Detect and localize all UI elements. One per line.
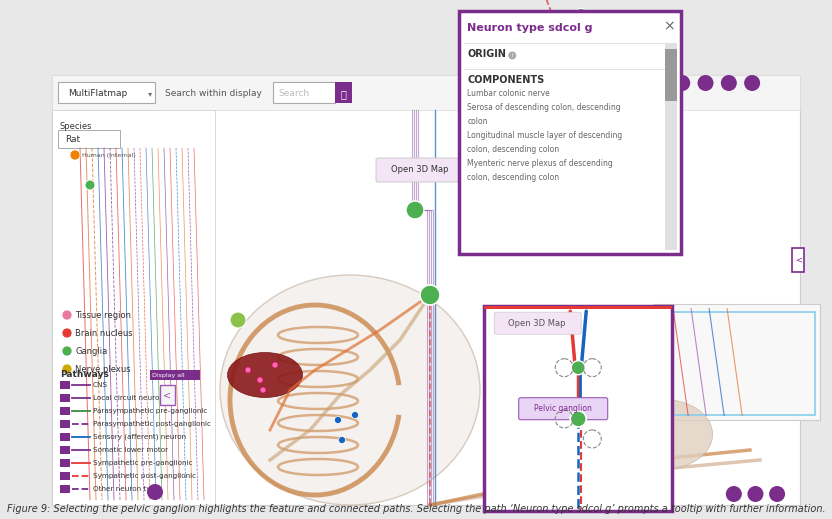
Text: Myenteric nerve plexus of descending: Myenteric nerve plexus of descending: [468, 159, 613, 169]
FancyBboxPatch shape: [52, 110, 215, 505]
Text: ORIGIN: ORIGIN: [468, 49, 506, 59]
Ellipse shape: [612, 400, 712, 470]
Text: colon, descending colon: colon, descending colon: [468, 145, 559, 155]
Text: Lumbar colonic nerve: Lumbar colonic nerve: [468, 89, 550, 99]
Circle shape: [62, 346, 72, 356]
FancyBboxPatch shape: [60, 433, 70, 441]
FancyBboxPatch shape: [459, 11, 681, 254]
Circle shape: [334, 417, 341, 424]
FancyBboxPatch shape: [52, 75, 800, 110]
Circle shape: [62, 328, 72, 338]
FancyBboxPatch shape: [792, 248, 805, 271]
FancyBboxPatch shape: [58, 130, 120, 148]
Text: Parasympathetic pre-ganglionic: Parasympathetic pre-ganglionic: [93, 408, 207, 414]
FancyBboxPatch shape: [518, 398, 607, 420]
FancyBboxPatch shape: [60, 472, 70, 480]
FancyBboxPatch shape: [60, 407, 70, 415]
Circle shape: [744, 75, 760, 91]
Circle shape: [721, 75, 737, 91]
Circle shape: [508, 51, 517, 59]
Text: Serosa of descending colon, descending: Serosa of descending colon, descending: [468, 103, 621, 113]
FancyBboxPatch shape: [60, 485, 70, 493]
Text: Search within display: Search within display: [165, 89, 262, 99]
FancyBboxPatch shape: [60, 394, 70, 402]
Circle shape: [697, 75, 714, 91]
Text: Display all: Display all: [152, 373, 185, 377]
Text: Figure 9: Selecting the pelvic ganglion highlights the feature and connected pat: Figure 9: Selecting the pelvic ganglion …: [7, 504, 825, 514]
Circle shape: [575, 8, 587, 20]
Text: Rat: Rat: [65, 135, 80, 144]
Text: colon: colon: [468, 117, 488, 127]
FancyBboxPatch shape: [58, 82, 155, 103]
Circle shape: [339, 436, 345, 444]
FancyBboxPatch shape: [494, 312, 582, 334]
Text: <: <: [795, 255, 802, 264]
Text: Tissue region: Tissue region: [75, 310, 131, 320]
Text: Open 3D Map: Open 3D Map: [391, 166, 448, 174]
Ellipse shape: [227, 352, 303, 398]
Circle shape: [570, 411, 587, 427]
Text: Sensory (afferent) neuron: Sensory (afferent) neuron: [93, 434, 186, 440]
Text: Nerve plexus: Nerve plexus: [75, 364, 131, 374]
Text: Pelvic ganglion: Pelvic ganglion: [534, 404, 592, 413]
Circle shape: [406, 201, 424, 219]
Circle shape: [420, 285, 440, 305]
Text: Sympathetic pre-ganglionic: Sympathetic pre-ganglionic: [93, 460, 192, 466]
Text: Parasympathetic post-ganglionic: Parasympathetic post-ganglionic: [93, 421, 211, 427]
Text: Open 3D Map: Open 3D Map: [508, 319, 566, 327]
Circle shape: [769, 486, 785, 502]
Circle shape: [351, 412, 359, 418]
Text: ×: ×: [663, 19, 675, 33]
Text: ▾: ▾: [148, 89, 152, 99]
Circle shape: [572, 361, 585, 375]
Text: MultiFlatmap: MultiFlatmap: [68, 89, 127, 99]
FancyBboxPatch shape: [484, 306, 672, 511]
Text: Neuron type sdcol g: Neuron type sdcol g: [468, 23, 592, 33]
Circle shape: [260, 387, 266, 393]
Circle shape: [70, 150, 80, 160]
Text: Sympathetic post-ganglionic: Sympathetic post-ganglionic: [93, 473, 196, 479]
FancyBboxPatch shape: [150, 370, 200, 380]
Circle shape: [85, 180, 95, 190]
FancyBboxPatch shape: [665, 44, 676, 250]
Text: i: i: [512, 53, 513, 58]
FancyBboxPatch shape: [653, 304, 820, 420]
Text: Longitudinal muscle layer of descending: Longitudinal muscle layer of descending: [468, 131, 622, 141]
Text: <: <: [163, 390, 171, 400]
FancyBboxPatch shape: [376, 158, 464, 182]
Text: ⌕: ⌕: [340, 89, 346, 99]
Text: Species: Species: [60, 122, 92, 131]
Circle shape: [726, 486, 742, 502]
Text: COMPONENTS: COMPONENTS: [468, 75, 544, 86]
Circle shape: [272, 362, 278, 368]
Circle shape: [257, 377, 263, 383]
Circle shape: [674, 75, 691, 91]
Text: Human (internal): Human (internal): [82, 153, 136, 157]
Text: Pathways: Pathways: [60, 370, 109, 379]
FancyBboxPatch shape: [60, 446, 70, 454]
FancyBboxPatch shape: [273, 82, 335, 103]
FancyBboxPatch shape: [52, 75, 800, 505]
FancyBboxPatch shape: [335, 82, 352, 103]
FancyBboxPatch shape: [665, 49, 676, 101]
Circle shape: [147, 484, 163, 500]
Circle shape: [62, 310, 72, 320]
Text: Ganglia: Ganglia: [75, 347, 107, 356]
FancyBboxPatch shape: [160, 385, 175, 405]
FancyBboxPatch shape: [60, 459, 70, 467]
Circle shape: [747, 486, 764, 502]
FancyBboxPatch shape: [60, 420, 70, 428]
Text: Brain nucleus: Brain nucleus: [75, 329, 132, 337]
FancyBboxPatch shape: [484, 306, 672, 309]
Text: Local circuit neuron: Local circuit neuron: [93, 395, 164, 401]
FancyBboxPatch shape: [60, 381, 70, 389]
Circle shape: [245, 367, 251, 373]
Circle shape: [62, 364, 72, 374]
Circle shape: [230, 312, 246, 328]
Text: CNS: CNS: [93, 382, 108, 388]
Ellipse shape: [220, 275, 480, 505]
Text: Other neuron type: Other neuron type: [93, 486, 160, 492]
Text: Somatic lower motor: Somatic lower motor: [93, 447, 168, 453]
Text: colon, descending colon: colon, descending colon: [468, 173, 559, 182]
